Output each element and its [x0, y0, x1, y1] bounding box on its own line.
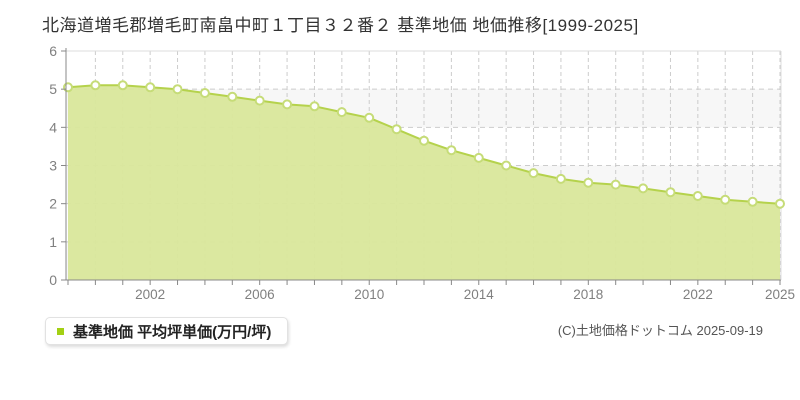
data-point[interactable]	[720, 194, 731, 205]
data-point[interactable]	[419, 135, 429, 146]
data-point[interactable]	[555, 173, 566, 184]
data-point[interactable]	[583, 177, 594, 188]
data-point[interactable]	[145, 82, 156, 93]
y-tick-label: 4	[49, 119, 57, 135]
x-tick-label: 2010	[354, 287, 384, 302]
data-point[interactable]	[391, 124, 402, 135]
legend-label: 基準地価 平均坪単価(万円/坪)	[73, 323, 272, 341]
data-point[interactable]	[501, 160, 512, 171]
x-tick-label: 2025	[765, 287, 795, 302]
data-point[interactable]	[336, 107, 347, 118]
legend: 基準地価 平均坪単価(万円/坪)	[45, 317, 289, 345]
data-point[interactable]	[473, 152, 484, 163]
data-point[interactable]	[117, 80, 128, 91]
data-point[interactable]	[692, 191, 703, 201]
data-point[interactable]	[638, 183, 649, 194]
y-tick-label: 6	[49, 43, 57, 59]
page-title: 北海道増毛郡増毛町南畠中町１丁目３２番２ 基準地価 地価推移[1999-2025…	[42, 16, 639, 35]
data-point[interactable]	[199, 88, 210, 98]
data-point[interactable]	[775, 198, 785, 209]
data-point[interactable]	[63, 82, 73, 93]
data-point[interactable]	[90, 80, 101, 91]
data-point[interactable]	[172, 84, 183, 95]
y-tick-label: 1	[49, 234, 57, 250]
x-tick-label: 2022	[683, 287, 713, 302]
data-point[interactable]	[309, 101, 320, 112]
data-point[interactable]	[227, 91, 238, 102]
x-tick-label: 2018	[573, 287, 603, 302]
area-fill	[68, 85, 780, 280]
data-point[interactable]	[446, 145, 457, 156]
data-point[interactable]	[665, 187, 676, 198]
data-point[interactable]	[254, 95, 265, 106]
y-tick-label: 5	[49, 81, 57, 97]
x-tick-label: 2014	[464, 287, 495, 302]
x-tick-label: 2002	[135, 287, 165, 302]
y-tick-label: 2	[49, 196, 57, 212]
y-tick-label: 0	[49, 272, 57, 288]
data-point[interactable]	[610, 179, 621, 190]
copyright-text: (C)土地価格ドットコム 2025-09-19	[557, 323, 763, 338]
data-point[interactable]	[747, 196, 758, 207]
legend-swatch-icon	[57, 327, 64, 335]
x-tick-label: 2006	[245, 287, 275, 302]
y-tick-label: 3	[49, 158, 57, 174]
data-point[interactable]	[364, 112, 375, 123]
data-point[interactable]	[282, 99, 293, 110]
data-point[interactable]	[528, 168, 539, 179]
